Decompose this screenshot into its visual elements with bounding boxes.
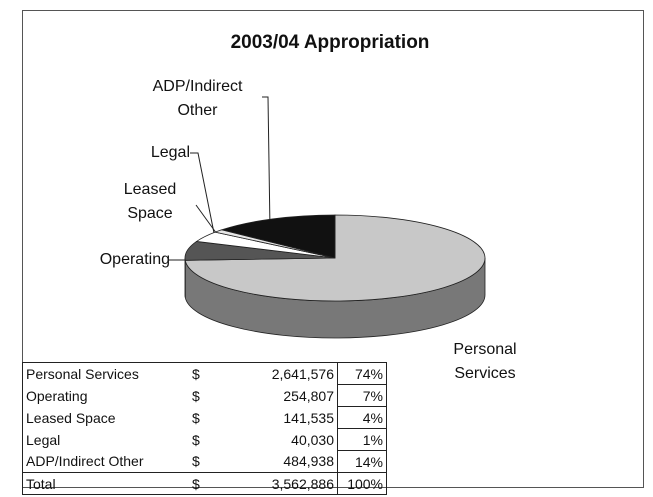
table-cell: 100% [337,472,387,495]
table-cell: $ [192,431,200,448]
table-row: Operating $254,807 7% [23,384,387,407]
table-cell: $ [192,409,200,426]
table-cell: Total [22,472,189,495]
table-row: Total $3,562,886 100% [22,472,387,495]
table-cell: 40,030 [291,431,334,448]
table-cell: 3,562,886 [223,472,338,495]
pie-slice [220,214,336,259]
table-cell: Personal Services [26,365,139,382]
table-cell: 2,641,576 [271,365,334,382]
chart-title: 2003/04 Appropriation [230,32,430,53]
table-cell: 484,938 [283,453,334,470]
table-cell: Legal [26,431,61,448]
table-cell: 1% [337,428,387,451]
table-row: Leased Space $141,535 4% [23,406,387,429]
table-cell: 4% [337,406,387,429]
data-table: Personal Services $2,641,576 74% Operating $… [22,362,387,495]
table-cell: $ [189,472,223,495]
table-row: Legal $40,030 1% [23,428,387,451]
table-cell: Leased Space [26,409,116,426]
table-row: Personal Services $2,641,576 74% [23,362,387,385]
table-cell: 254,807 [283,387,334,404]
table-cell: Operating [26,387,88,404]
leader-line [190,152,216,239]
table-row: ADP/Indirect Other $484,938 14% [23,450,387,473]
slice-label: Personal Services [453,341,517,382]
table-cell: 14% [337,450,387,473]
table-cell: 74% [337,362,387,385]
table-cell: $ [192,453,200,470]
table-cell: $ [192,387,200,404]
leader-line [262,96,271,231]
table-cell: ADP/Indirect Other [26,453,144,470]
table-cell: 7% [337,384,387,407]
slice-label: Leased Space [123,181,177,222]
table-cell: 141,535 [283,409,334,426]
table-cell: $ [192,365,200,382]
slice-label: Legal [150,144,190,161]
slice-label: ADP/Indirect Other [152,78,243,119]
slice-label: Operating [99,251,170,268]
